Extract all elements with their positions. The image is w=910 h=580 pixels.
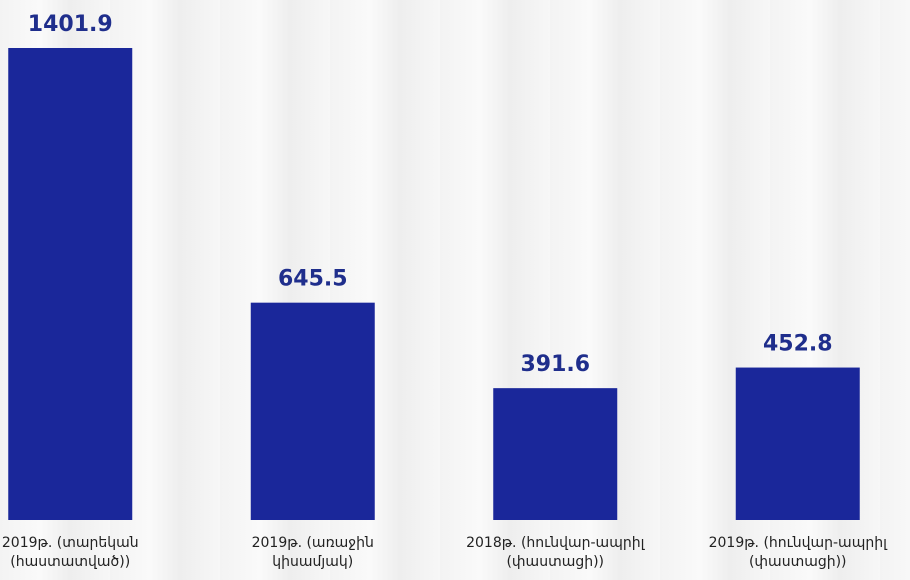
bar [8, 48, 132, 520]
value-label: 1401.9 [28, 12, 113, 37]
x-tick-label: 2019թ. (առաջին կիսամյակ) [218, 534, 408, 572]
bar [736, 368, 860, 520]
value-label: 645.5 [278, 267, 348, 292]
value-label: 391.6 [520, 352, 590, 377]
page: {"chart_data": {"type": "bar", "categori… [0, 0, 910, 580]
chart: 1401.9 645.5 391.6 452.8 [0, 0, 910, 580]
bar [251, 303, 375, 520]
x-tick-label: 2019թ. (հունվար-ապրիլ (փաստացի)) [703, 534, 893, 572]
x-tick-label: 2019թ. (տարեկան (հաստատված)) [0, 534, 165, 572]
value-label: 452.8 [763, 332, 833, 357]
x-tick-label: 2018թ. (հունվար-ապրիլ (փաստացի)) [460, 534, 650, 572]
bar [493, 388, 617, 520]
